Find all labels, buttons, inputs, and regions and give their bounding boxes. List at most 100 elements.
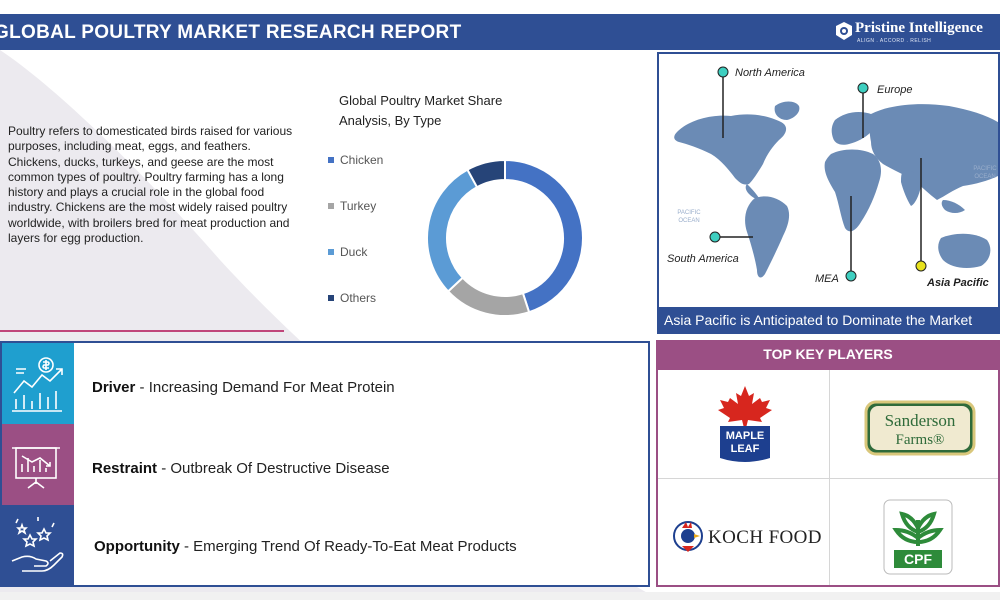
donut-slice-turkey [446,276,531,317]
koch-foods-wordmark: KOCH FOODS [708,527,822,548]
north-america-label: North America [735,67,805,79]
pacific-ocean-west-label-line2: OCEAN [678,218,699,224]
grid-divider-horizontal [658,478,998,479]
asia-pacific-label: Asia Pacific [926,277,989,289]
sanderson-farms-inner [870,406,970,450]
south-america-marker [709,231,721,243]
cpf-wordmark: CPF [904,551,932,567]
cpf-logo: CPF [883,499,953,575]
atlantic-ocean-label-line1: ATLANTIC [765,162,794,168]
sanderson-wordmark-top: Sanderson [885,411,956,430]
description-divider [0,330,284,332]
north-america-shape [674,114,787,185]
south-america-shape [745,196,790,278]
restraint-icon-box [2,424,74,505]
north-america-marker [717,66,729,78]
region-markers [709,66,927,282]
opportunity-row: Opportunity - Emerging Trend Of Ready-To… [94,538,517,555]
donut-slice-chicken [504,158,584,314]
restraint-text: Outbreak Of Destructive Disease [170,460,390,477]
legend-swatch-duck [328,248,334,255]
grid-divider-vertical [829,370,830,585]
donut-slice-others [466,158,506,189]
hand-stars-icon [11,517,64,572]
india-shape [901,170,921,206]
africa-shape [824,149,881,232]
driver-row: Driver - Increasing Demand For Meat Prot… [92,379,395,396]
mea-label: MEA [815,273,839,285]
asia-shape [869,104,998,200]
regional-map-panel: ATLANTIC OCEAN PACIFIC OCEAN PACIFIC OCE… [657,52,1000,334]
world-map: ATLANTIC OCEAN PACIFIC OCEAN PACIFIC OCE… [667,66,998,289]
legend-label-duck: Duck [340,245,368,259]
region-labels: North America Europe South America MEA A… [667,67,989,289]
legend-item-turkey: Turkey [328,199,376,213]
south-america-label: South America [667,253,739,265]
driver-text: Increasing Demand For Meat Protein [148,379,395,396]
sanderson-wordmark-bottom: Farms® [896,432,945,448]
poultry-description: Poultry refers to domesticated birds rai… [8,124,293,246]
legend-label-chicken: Chicken [340,153,384,167]
cpf-leaf-emblem-icon [892,511,944,546]
chart-title: Global Poultry Market Share Analysis, By… [339,93,503,128]
sanderson-farms-logo: Sanderson Farms® [864,400,976,456]
logo-name: Pristine Intelligence [855,20,983,36]
pacific-ocean-west-label-line1: PACIFIC [677,210,701,216]
rooster-icon [673,521,703,552]
logo-emblem-icon [836,22,852,40]
key-players-grid: MAPLE LEAF Sanderson Farms® KOCH FOODS C [656,368,1000,587]
report-header: GLOBAL POULTRY MARKET RESEARCH REPORT Pr… [0,14,1000,50]
legend-swatch-others [328,294,334,301]
europe-label: Europe [877,84,912,96]
maple-leaf-wordmark-bottom: LEAF [731,443,760,455]
report-title: GLOBAL POULTRY MARKET RESEARCH REPORT [0,22,462,43]
central-america-shape [745,184,759,199]
atlantic-ocean-label-line2: OCEAN [768,170,789,176]
greenland-shape [774,101,800,120]
market-dynamics-panel: Driver - Increasing Demand For Meat Prot… [0,341,650,587]
footer-strip [0,592,1000,600]
marker-leader-lines [715,72,922,276]
cpf-wordmark-bar [894,550,942,568]
driver-label: Driver [92,379,136,396]
market-growth-chart-icon [12,357,63,412]
donut-slice-duck [426,168,479,293]
southeast-asia-shape [941,200,965,213]
europe-shape [831,112,877,145]
europe-marker [857,82,869,94]
maple-leaf-wordmark-top: MAPLE [726,430,765,442]
maple-leaf-badge [720,426,770,462]
declining-chart-board-icon [12,447,60,489]
legend-item-duck: Duck [328,245,367,259]
legend-label-others: Others [340,291,377,305]
asia-pacific-marker [915,260,927,272]
pacific-ocean-east-label-line2: OCEAN [974,174,995,180]
top-key-players-header: TOP KEY PLAYERS [656,340,1000,368]
restraint-row: Restraint - Outbreak Of Destructive Dise… [92,460,390,477]
restraint-label: Restraint [92,460,158,477]
legend-label-turkey: Turkey [340,199,377,213]
pacific-ocean-east-label-line1: PACIFIC [973,166,997,172]
mea-marker [845,270,857,282]
indian-ocean-label-line2: OCEAN [892,218,913,224]
opportunity-label: Opportunity [94,538,180,555]
driver-icon-box [2,343,74,424]
market-share-donut-chart [426,158,584,317]
opportunity-icon-box [2,505,74,585]
maple-leaf-logo: MAPLE LEAF [718,386,772,462]
opportunity-text: Emerging Trend Of Ready-To-Eat Meat Prod… [193,538,517,555]
legend-swatch-chicken [328,156,334,163]
world-landmass [674,101,998,278]
ocean-labels-dim: PACIFIC OCEAN PACIFIC OCEAN [677,166,997,224]
legend-swatch-turkey [328,202,334,209]
indian-ocean-label-line1: INDIAN [893,210,913,216]
indian-ocean-label: INDIAN OCEAN [892,210,913,224]
map-caption: Asia Pacific is Anticipated to Dominate … [657,307,1000,334]
logo-tagline: ALIGN . ACCORD . RELISH [857,38,932,44]
maple-leaf-icon [718,386,772,428]
legend-item-chicken: Chicken [328,153,383,167]
ocean-labels: ATLANTIC OCEAN [765,162,794,176]
australia-shape [938,233,991,268]
legend-item-others: Others [328,291,376,305]
pristine-intelligence-logo: Pristine Intelligence ALIGN . ACCORD . R… [836,18,1000,48]
